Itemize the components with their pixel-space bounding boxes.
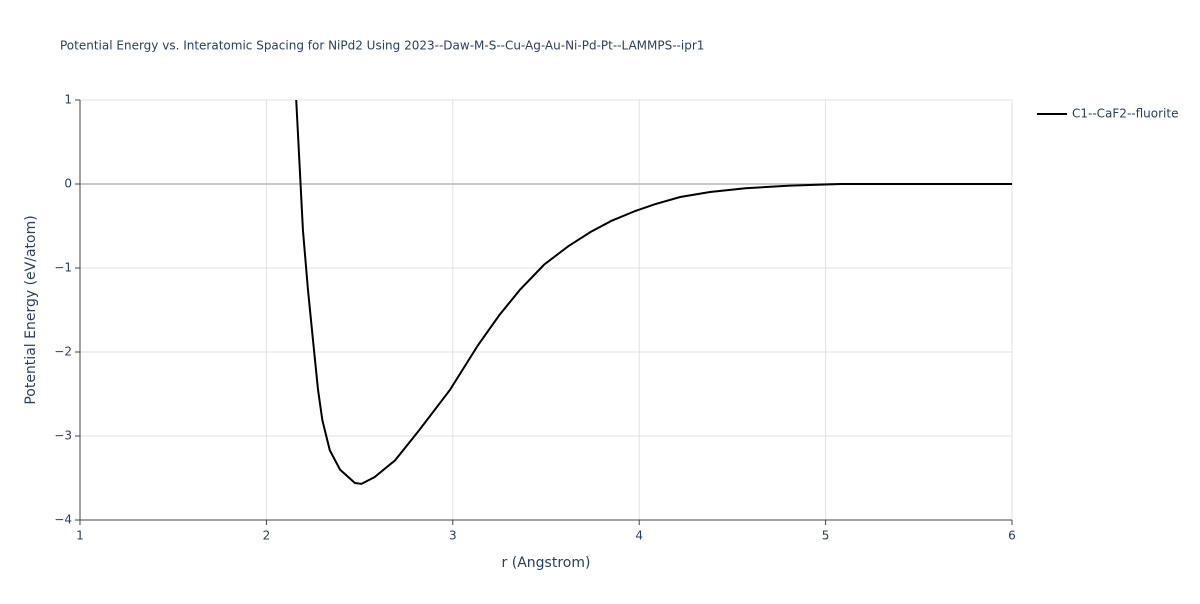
x-tick-label: 5: [822, 529, 830, 543]
y-tick-label: −4: [54, 513, 72, 527]
line-series: [295, 100, 1012, 485]
y-tick-label: 1: [64, 93, 72, 107]
x-axis-title: r (Angstrom): [502, 555, 591, 571]
x-tick-label: 4: [635, 529, 643, 543]
y-tick-label: 0: [64, 177, 72, 191]
x-tick-label: 2: [263, 529, 271, 543]
y-tick-label: −2: [54, 345, 72, 359]
y-tick-label: −1: [54, 261, 72, 275]
y-tick-label: −3: [54, 429, 72, 443]
legend-label: C1--CaF2--fluorite: [1072, 107, 1178, 121]
y-axis-title: Potential Energy (eV/atom): [23, 215, 39, 404]
chart-title: Potential Energy vs. Interatomic Spacing…: [60, 39, 704, 53]
x-tick-label: 6: [1008, 529, 1016, 543]
x-tick-label: 1: [76, 529, 84, 543]
x-tick-label: 3: [449, 529, 457, 543]
